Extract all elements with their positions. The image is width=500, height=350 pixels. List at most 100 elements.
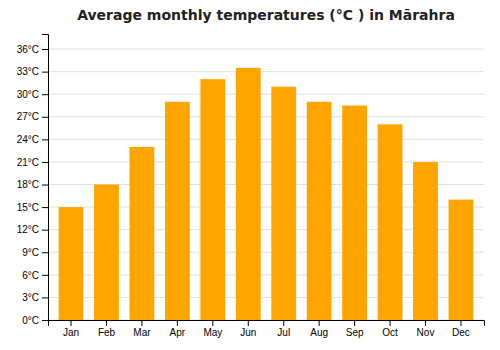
y-tick: 9°C <box>22 247 48 258</box>
tick-label: Sep <box>346 327 364 338</box>
x-tick: Aug <box>310 320 328 338</box>
tick-label: Feb <box>98 327 116 338</box>
tick-mark <box>42 275 48 276</box>
tick-mark <box>42 162 48 163</box>
grid-line <box>48 139 484 140</box>
x-tick: Apr <box>170 320 186 338</box>
axis-line <box>42 35 49 321</box>
tick-label: 21°C <box>17 157 39 168</box>
tick-label: Mar <box>133 327 151 338</box>
y-tick: 24°C <box>17 134 48 145</box>
tick-label: Oct <box>382 327 398 338</box>
y-tick: 18°C <box>17 179 48 190</box>
tick-label: Aug <box>310 327 328 338</box>
bar <box>342 106 367 321</box>
tick-mark <box>42 230 48 231</box>
bar <box>307 102 332 320</box>
y-tick: 21°C <box>17 157 48 168</box>
tick-mark <box>141 320 142 326</box>
tick-label: 36°C <box>17 44 39 55</box>
tick-mark <box>42 49 48 50</box>
y-tick: 30°C <box>17 89 48 100</box>
bar <box>236 68 261 320</box>
tick-label: 18°C <box>17 179 39 190</box>
bar <box>449 200 474 320</box>
tick-label: 6°C <box>22 270 39 281</box>
y-axis: 0°C 3°C 6°C 9°C 12°C 15°C 18°C 21°C 24°C 27°C 30°C… <box>17 35 49 326</box>
tick-mark <box>283 320 284 326</box>
bar <box>271 87 296 320</box>
tick-label: 0°C <box>22 315 39 326</box>
tick-mark <box>42 117 48 118</box>
x-tick: Dec <box>452 320 470 338</box>
bars <box>59 68 474 320</box>
tick-mark <box>390 320 391 326</box>
tick-mark <box>460 320 461 326</box>
x-axis: Jan Feb Mar Apr May Jun Jul Aug Sep Oct Nov Dec <box>49 320 485 338</box>
y-tick: 15°C <box>17 202 48 213</box>
x-tick: Jan <box>63 320 79 338</box>
tick-label: 27°C <box>17 111 39 122</box>
y-tick: 3°C <box>22 292 48 303</box>
grid-line <box>48 94 484 95</box>
tick-mark <box>71 320 72 326</box>
tick-label: 15°C <box>17 202 39 213</box>
y-tick: 6°C <box>22 270 48 281</box>
x-tick: Nov <box>417 320 435 338</box>
tick-mark <box>425 320 426 326</box>
bar <box>378 124 403 320</box>
title: Average monthly temperatures (°C ) in Mā… <box>77 7 455 23</box>
tick-label: 12°C <box>17 224 39 235</box>
tick-mark <box>42 139 48 140</box>
tick-mark <box>319 320 320 326</box>
tick-label: 24°C <box>17 134 39 145</box>
grid-line <box>48 49 484 50</box>
grid-line <box>48 116 484 117</box>
tick-mark <box>42 207 48 208</box>
tick-mark <box>212 320 213 326</box>
tick-label: Dec <box>452 327 470 338</box>
y-tick: 27°C <box>17 111 48 122</box>
y-tick: 12°C <box>17 224 48 235</box>
tick-label: 33°C <box>17 66 39 77</box>
tick-label: 30°C <box>17 89 39 100</box>
chart: 0°C 3°C 6°C 9°C 12°C 15°C 18°C 21°C 24°C 27°C 30°C… <box>0 0 500 350</box>
tick-mark <box>106 320 107 326</box>
bar <box>165 102 190 320</box>
grid-line <box>48 71 484 72</box>
y-tick: 33°C <box>17 66 48 77</box>
bar <box>94 185 119 320</box>
tick-label: Apr <box>170 327 186 338</box>
tick-label: Nov <box>417 327 435 338</box>
bar <box>59 207 84 320</box>
bar <box>130 147 155 320</box>
tick-mark <box>42 72 48 73</box>
tick-mark <box>354 320 355 326</box>
x-tick: Mar <box>133 320 151 338</box>
tick-label: 3°C <box>22 292 39 303</box>
x-tick: Jul <box>277 320 290 338</box>
tick-label: 9°C <box>22 247 39 258</box>
axis-line <box>49 321 485 327</box>
tick-label: Jan <box>63 327 79 338</box>
tick-label: Jun <box>240 327 256 338</box>
plot: 0°C 3°C 6°C 9°C 12°C 15°C 18°C 21°C 24°C 27°C 30°C… <box>17 35 485 339</box>
bar <box>200 79 225 320</box>
tick-mark <box>42 94 48 95</box>
bar <box>413 162 438 320</box>
x-tick: Oct <box>382 320 398 338</box>
x-tick: Sep <box>346 320 364 338</box>
x-tick: Jun <box>240 320 256 338</box>
tick-mark <box>248 320 249 326</box>
tick-mark <box>177 320 178 326</box>
tick-mark <box>42 320 48 321</box>
grid <box>48 49 484 320</box>
y-tick: 0°C <box>22 315 48 326</box>
tick-label: May <box>203 327 222 338</box>
x-tick: Feb <box>98 320 116 338</box>
x-tick: May <box>203 320 222 338</box>
tick-mark <box>42 297 48 298</box>
tick-mark <box>42 252 48 253</box>
tick-label: Jul <box>277 327 290 338</box>
tick-mark <box>42 185 48 186</box>
